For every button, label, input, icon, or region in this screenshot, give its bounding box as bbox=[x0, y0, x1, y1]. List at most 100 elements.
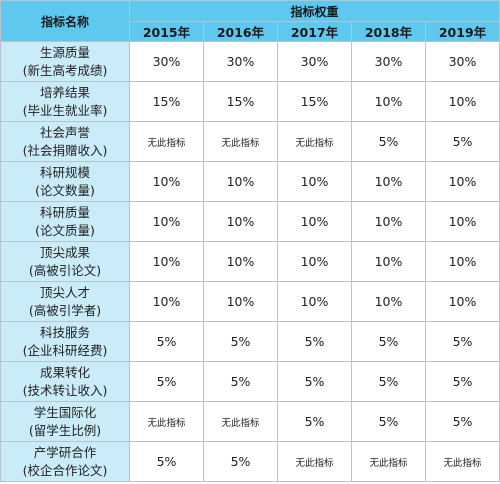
weight-value-cell: 10% bbox=[424, 281, 500, 322]
weight-value-cell: 10% bbox=[424, 81, 500, 122]
year-header: 2015年 bbox=[129, 21, 204, 42]
indicator-name: 生源质量 bbox=[39, 44, 90, 60]
table-row: 科研质量 (论文质量) 10% 10% 10% 10% 10% bbox=[0, 201, 500, 242]
table-row: 顶尖人才 (高被引学者) 10% 10% 10% 10% 10% bbox=[0, 281, 500, 322]
table-row: 培养结果 (毕业生就业率) 15% 15% 15% 10% 10% bbox=[0, 81, 500, 122]
weight-value-cell: 10% bbox=[277, 241, 352, 282]
weight-value-cell: 5% bbox=[203, 321, 278, 362]
weight-value-cell: 10% bbox=[203, 161, 278, 202]
weight-value-cell: 10% bbox=[424, 161, 500, 202]
weight-value-cell: 5% bbox=[351, 361, 426, 402]
weight-value-cell: 5% bbox=[424, 321, 500, 362]
indicator-name: 顶尖人才 bbox=[39, 284, 90, 300]
indicator-name-header: 指标名称 bbox=[0, 0, 130, 42]
weight-value-cell: 10% bbox=[277, 161, 352, 202]
weight-value-cell: 15% bbox=[277, 81, 352, 122]
weight-value-cell: 10% bbox=[351, 161, 426, 202]
weight-value-cell: 5% bbox=[129, 361, 204, 402]
weight-value-cell: 5% bbox=[351, 401, 426, 442]
indicator-name: 顶尖成果 bbox=[39, 244, 90, 260]
weight-value-cell: 15% bbox=[129, 81, 204, 122]
indicator-name-cell: 科研质量 (论文质量) bbox=[0, 201, 130, 242]
indicator-name-cell: 顶尖人才 (高被引学者) bbox=[0, 281, 130, 322]
weight-value-cell: 30% bbox=[277, 41, 352, 82]
indicator-name: 产学研合作 bbox=[33, 444, 97, 460]
table-row: 成果转化 (技术转让收入) 5% 5% 5% 5% 5% bbox=[0, 361, 500, 402]
weight-value-cell: 30% bbox=[129, 41, 204, 82]
indicator-description: (论文质量) bbox=[35, 222, 95, 238]
weight-value-cell: 30% bbox=[351, 41, 426, 82]
weight-value-cell: 30% bbox=[424, 41, 500, 82]
weight-value-cell: 无此指标 bbox=[277, 121, 352, 162]
weight-value-cell: 10% bbox=[203, 201, 278, 242]
indicator-name-cell: 科研规模 (论文数量) bbox=[0, 161, 130, 202]
table-row: 科技服务 (企业科研经费) 5% 5% 5% 5% 5% bbox=[0, 321, 500, 362]
weight-value-cell: 10% bbox=[424, 201, 500, 242]
weight-value-cell: 10% bbox=[129, 281, 204, 322]
indicator-name: 成果转化 bbox=[39, 364, 90, 380]
weight-value-cell: 无此指标 bbox=[277, 441, 352, 482]
indicator-description: (新生高考成绩) bbox=[22, 62, 108, 78]
weight-value-cell: 5% bbox=[351, 121, 426, 162]
weight-value-cell: 无此指标 bbox=[203, 121, 278, 162]
indicator-name-cell: 成果转化 (技术转让收入) bbox=[0, 361, 130, 402]
weight-value-cell: 无此指标 bbox=[129, 121, 204, 162]
table-row: 产学研合作 (校企合作论文) 5% 5% 无此指标 无此指标 无此指标 bbox=[0, 441, 500, 482]
indicator-name: 科研质量 bbox=[39, 204, 90, 220]
year-header: 2018年 bbox=[351, 21, 426, 42]
indicator-name: 科技服务 bbox=[39, 324, 90, 340]
table-row: 顶尖成果 (高被引论文) 10% 10% 10% 10% 10% bbox=[0, 241, 500, 282]
indicator-name: 学生国际化 bbox=[33, 404, 97, 420]
weight-value-cell: 30% bbox=[203, 41, 278, 82]
indicator-description: (留学生比例) bbox=[28, 422, 102, 438]
weight-value-cell: 无此指标 bbox=[351, 441, 426, 482]
weight-value-cell: 10% bbox=[277, 281, 352, 322]
weight-value-cell: 10% bbox=[129, 161, 204, 202]
weight-value-cell: 5% bbox=[424, 361, 500, 402]
weight-value-cell: 5% bbox=[424, 401, 500, 442]
table-row: 生源质量 (新生高考成绩) 30% 30% 30% 30% 30% bbox=[0, 41, 500, 82]
indicator-name: 培养结果 bbox=[39, 84, 90, 100]
table-row: 社会声誉 (社会捐赠收入) 无此指标 无此指标 无此指标 5% 5% bbox=[0, 121, 500, 162]
weight-value-cell: 无此指标 bbox=[424, 441, 500, 482]
indicator-name-cell: 社会声誉 (社会捐赠收入) bbox=[0, 121, 130, 162]
weight-value-cell: 10% bbox=[351, 81, 426, 122]
weight-value-cell: 15% bbox=[203, 81, 278, 122]
weight-value-cell: 10% bbox=[351, 281, 426, 322]
year-header: 2016年 bbox=[203, 21, 278, 42]
weight-value-cell: 10% bbox=[203, 241, 278, 282]
year-header: 2017年 bbox=[277, 21, 352, 42]
indicator-description: (校企合作论文) bbox=[22, 462, 108, 478]
indicator-description: (论文数量) bbox=[35, 182, 95, 198]
indicator-name-cell: 培养结果 (毕业生就业率) bbox=[0, 81, 130, 122]
indicator-name-cell: 产学研合作 (校企合作论文) bbox=[0, 441, 130, 482]
table-row: 学生国际化 (留学生比例) 无此指标 无此指标 5% 5% 5% bbox=[0, 401, 500, 442]
indicator-description: (技术转让收入) bbox=[22, 382, 108, 398]
indicator-name-cell: 学生国际化 (留学生比例) bbox=[0, 401, 130, 442]
weight-value-cell: 10% bbox=[351, 201, 426, 242]
indicator-name-cell: 生源质量 (新生高考成绩) bbox=[0, 41, 130, 82]
table-row: 科研规模 (论文数量) 10% 10% 10% 10% 10% bbox=[0, 161, 500, 202]
weight-value-cell: 10% bbox=[203, 281, 278, 322]
weight-value-cell: 10% bbox=[351, 241, 426, 282]
indicator-name: 科研规模 bbox=[39, 164, 90, 180]
indicator-description: (企业科研经费) bbox=[22, 342, 108, 358]
weight-value-cell: 5% bbox=[203, 361, 278, 402]
indicator-description: (社会捐赠收入) bbox=[22, 142, 108, 158]
header-row-top: 指标名称 指标权重 bbox=[0, 0, 500, 42]
indicator-description: (毕业生就业率) bbox=[22, 102, 108, 118]
weight-value-cell: 5% bbox=[203, 441, 278, 482]
weight-value-cell: 无此指标 bbox=[129, 401, 204, 442]
weight-value-cell: 5% bbox=[277, 401, 352, 442]
weight-value-cell: 无此指标 bbox=[203, 401, 278, 442]
weight-value-cell: 5% bbox=[351, 321, 426, 362]
weight-value-cell: 10% bbox=[129, 241, 204, 282]
weight-value-cell: 5% bbox=[424, 121, 500, 162]
weight-value-cell: 5% bbox=[277, 361, 352, 402]
weight-value-cell: 5% bbox=[129, 441, 204, 482]
header-row-years: 2015年 2016年 2017年 2018年 2019年 bbox=[1, 21, 500, 42]
indicator-description: (高被引学者) bbox=[28, 302, 102, 318]
indicator-name-cell: 顶尖成果 (高被引论文) bbox=[0, 241, 130, 282]
weight-value-cell: 5% bbox=[277, 321, 352, 362]
